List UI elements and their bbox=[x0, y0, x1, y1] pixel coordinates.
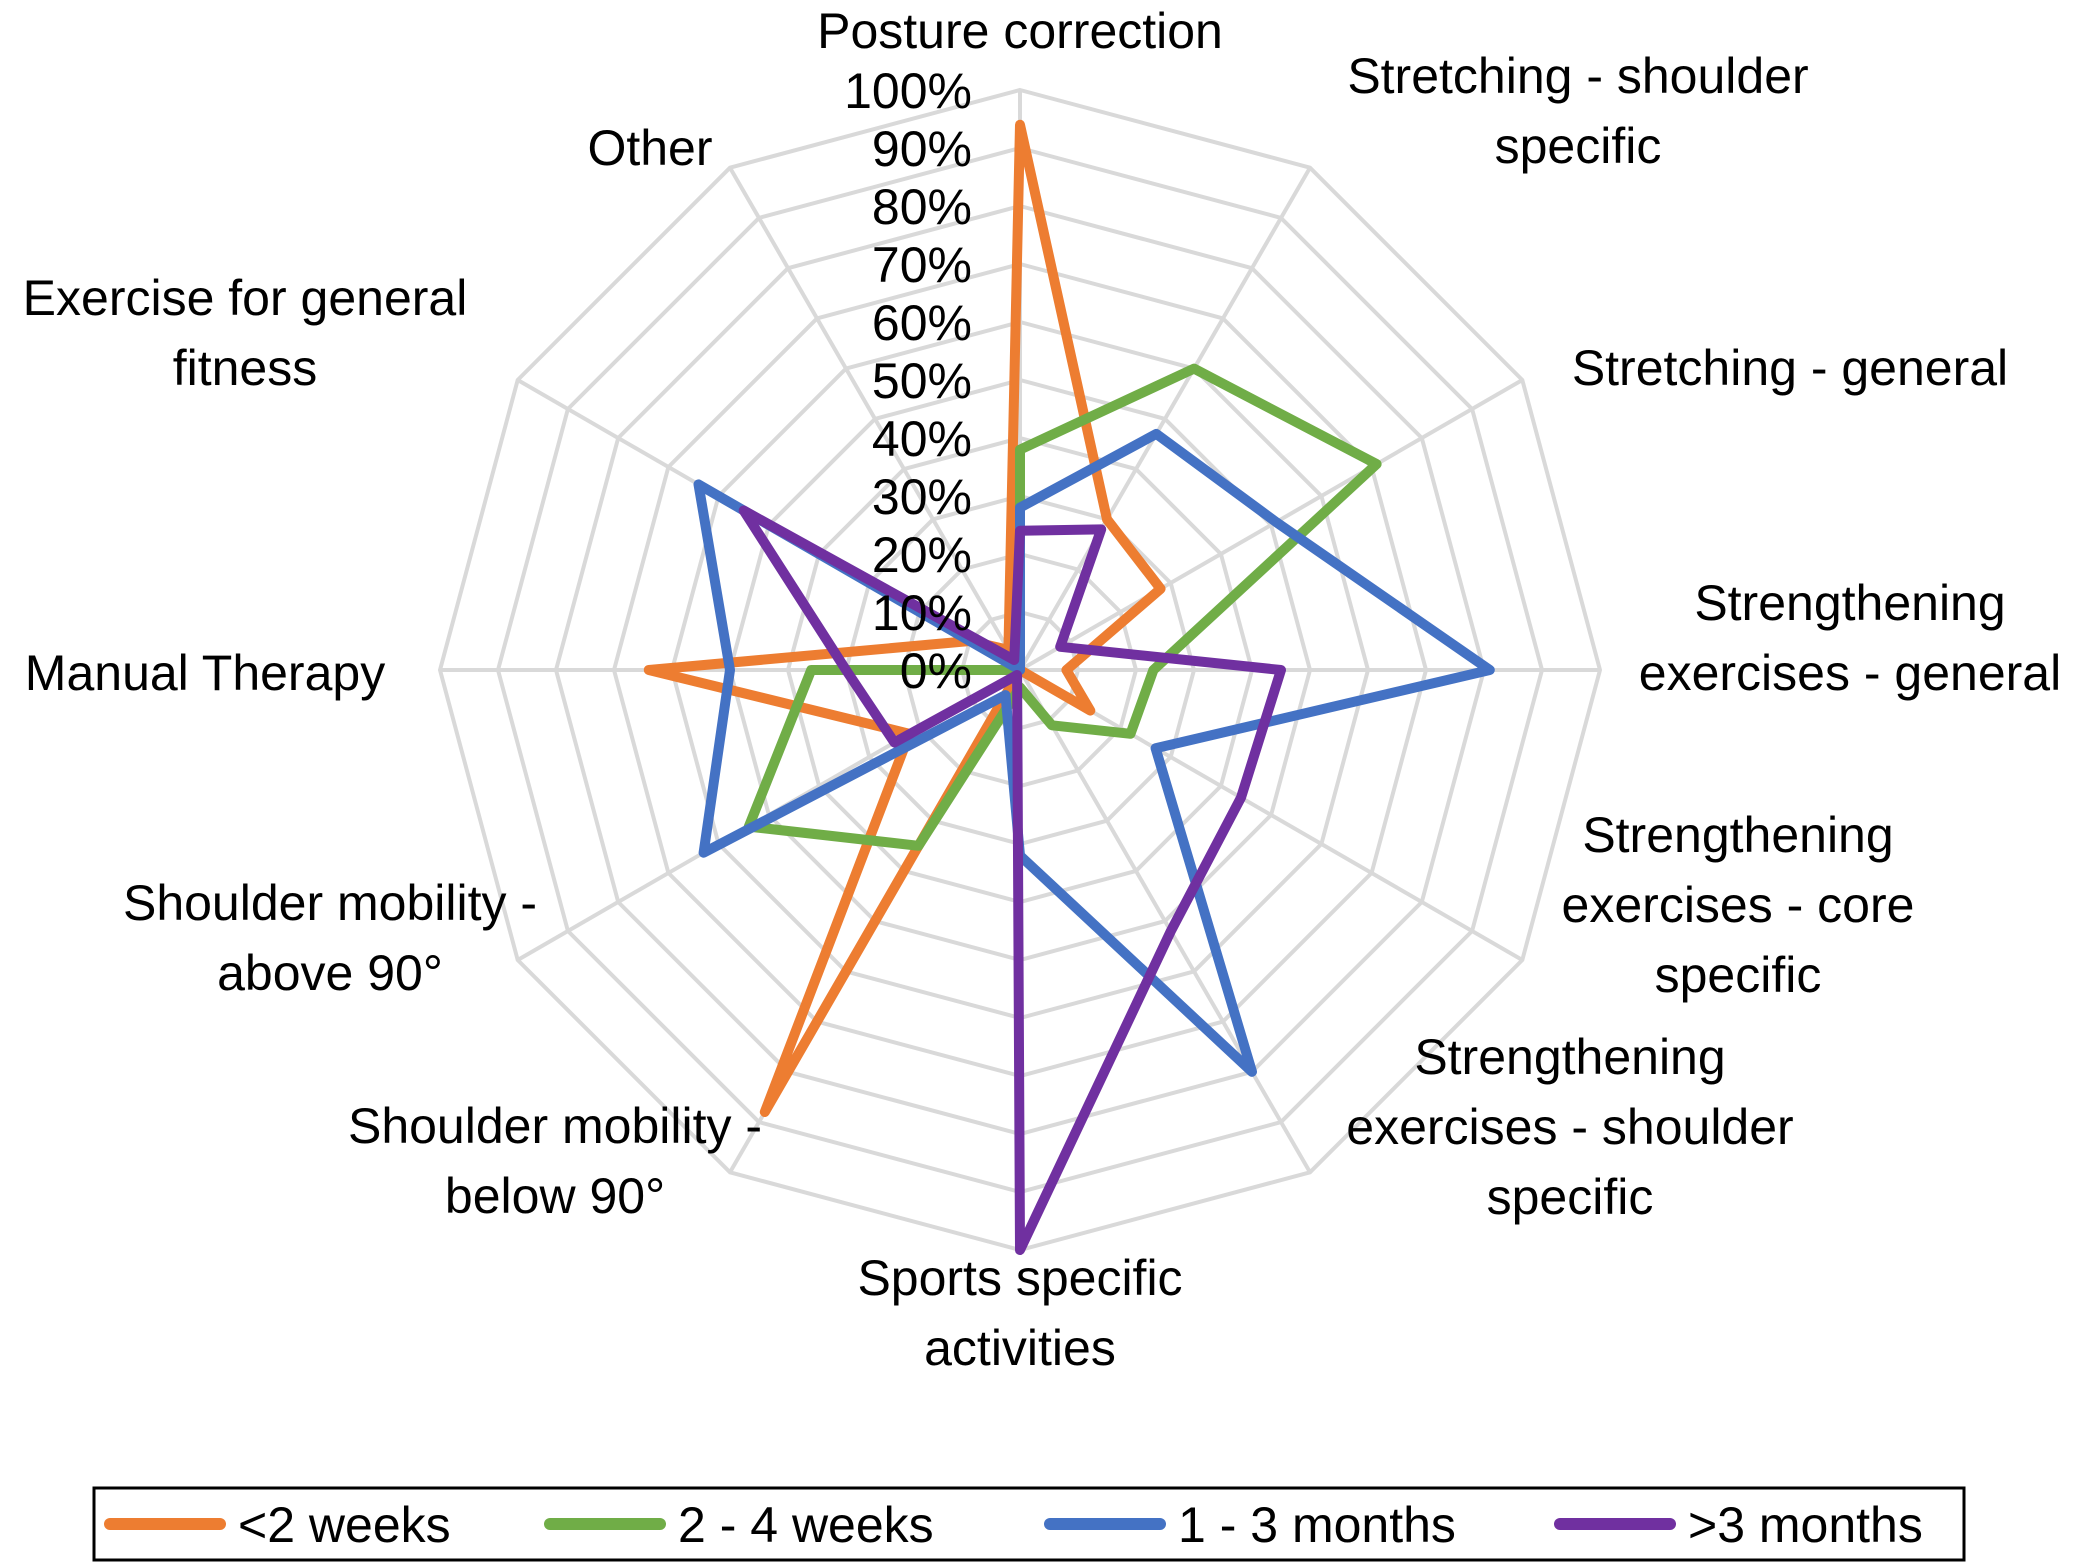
tick-label-30: 30% bbox=[872, 469, 972, 525]
legend-label-4: >3 months bbox=[1688, 1497, 1923, 1553]
category-label-line: Exercise for general bbox=[23, 270, 468, 326]
category-label-line: above 90° bbox=[217, 945, 443, 1001]
radial-tick-labels: 0%10%20%30%40%50%60%70%80%90%100% bbox=[844, 63, 972, 699]
tick-label-90: 90% bbox=[872, 121, 972, 177]
category-label-line: below 90° bbox=[445, 1168, 665, 1224]
category-label-line: exercises - general bbox=[1639, 645, 2061, 701]
category-label-6: Strengthening exercises - shoulder specifi… bbox=[1346, 1029, 1793, 1225]
category-label-11: Exercise for general fitness bbox=[23, 270, 468, 396]
category-label-8: Shoulder mobility - below 90° bbox=[348, 1098, 762, 1224]
category-label-line: Manual Therapy bbox=[25, 645, 385, 701]
category-label-line: specific bbox=[1655, 947, 1822, 1003]
category-label-line: Sports specific bbox=[857, 1250, 1182, 1306]
legend-label-1: <2 weeks bbox=[238, 1497, 451, 1553]
category-label-line: exercises - shoulder bbox=[1346, 1099, 1793, 1155]
legend-label-2: 2 - 4 weeks bbox=[678, 1497, 934, 1553]
category-label-line: Strengthening bbox=[1582, 807, 1893, 863]
tick-label-100: 100% bbox=[844, 63, 972, 119]
category-label-line: Posture correction bbox=[817, 3, 1223, 59]
tick-label-20: 20% bbox=[872, 527, 972, 583]
category-label-line: exercises - core bbox=[1562, 877, 1915, 933]
tick-label-10: 10% bbox=[872, 585, 972, 641]
spoke-6 bbox=[1018, 669, 1312, 1174]
category-label-1: Posture correction bbox=[817, 3, 1223, 59]
category-label-10: Manual Therapy bbox=[25, 645, 385, 701]
category-label-line: Stretching - shoulder bbox=[1347, 48, 1808, 104]
category-label-line: Shoulder mobility - bbox=[348, 1098, 762, 1154]
series-layer bbox=[643, 119, 1495, 1255]
series-line-4 bbox=[738, 505, 1286, 1255]
tick-label-50: 50% bbox=[872, 353, 972, 409]
category-label-line: fitness bbox=[173, 340, 318, 396]
tick-label-60: 60% bbox=[872, 295, 972, 351]
spoke-12 bbox=[728, 166, 1022, 671]
category-label-line: activities bbox=[924, 1320, 1116, 1376]
legend: <2 weeks 2 - 4 weeks 1 - 3 months >3 months bbox=[92, 1486, 1966, 1562]
tick-label-0: 0% bbox=[900, 643, 972, 699]
category-label-line: Shoulder mobility - bbox=[123, 875, 537, 931]
category-label-line: Strengthening bbox=[1694, 575, 2005, 631]
category-label-line: specific bbox=[1495, 118, 1662, 174]
legend-label-3: 1 - 3 months bbox=[1178, 1497, 1456, 1553]
category-labels: Posture correction Stretching - shoulder s… bbox=[23, 3, 2062, 1376]
category-label-3: Stretching - general bbox=[1572, 340, 2008, 396]
category-label-12: Other bbox=[587, 120, 712, 176]
category-label-line: Other bbox=[587, 120, 712, 176]
spoke-2 bbox=[1018, 166, 1312, 671]
category-label-5: Strengthening exercises - core specific bbox=[1562, 807, 1915, 1003]
category-label-line: specific bbox=[1487, 1169, 1654, 1225]
spoke-3 bbox=[1019, 378, 1524, 672]
tick-label-40: 40% bbox=[872, 411, 972, 467]
tick-label-80: 80% bbox=[872, 179, 972, 235]
category-label-7: Sports specific activities bbox=[857, 1250, 1182, 1376]
tick-label-70: 70% bbox=[872, 237, 972, 293]
category-label-9: Shoulder mobility - above 90° bbox=[123, 875, 537, 1001]
spoke-5 bbox=[1019, 668, 1524, 962]
category-label-4: Strengthening exercises - general bbox=[1639, 575, 2061, 701]
category-label-line: Strengthening bbox=[1414, 1029, 1725, 1085]
category-label-line: Stretching - general bbox=[1572, 340, 2008, 396]
category-label-2: Stretching - shoulder specific bbox=[1347, 48, 1808, 174]
